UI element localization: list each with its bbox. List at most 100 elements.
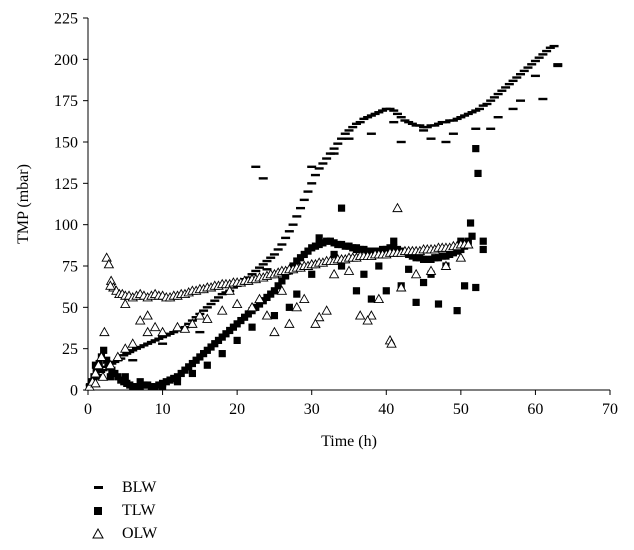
point-olw — [276, 285, 288, 295]
legend-item-olw: OLW — [92, 522, 157, 545]
point-blw — [493, 116, 503, 119]
point-tlw — [278, 277, 286, 285]
point-tlw — [211, 340, 219, 348]
point-tlw — [419, 278, 428, 287]
point-tlw — [192, 356, 200, 364]
point-blw — [303, 190, 313, 193]
point-tlw — [337, 204, 346, 212]
point-olw — [105, 359, 116, 370]
y-tick-label: 100 — [54, 217, 78, 234]
point-blw — [273, 248, 283, 251]
point-tlw — [244, 310, 252, 318]
point-blw — [266, 256, 276, 259]
point-blw — [128, 349, 138, 352]
point-olw — [455, 252, 467, 262]
point-tlw — [203, 361, 211, 369]
point-blw — [512, 76, 522, 79]
point-blw — [150, 339, 160, 342]
point-blw — [131, 347, 141, 350]
legend-label-blw: BLW — [122, 478, 157, 496]
point-blw — [452, 117, 462, 121]
point-blw — [489, 96, 499, 99]
point-blw — [217, 292, 227, 296]
point-olw — [362, 315, 373, 325]
point-tlw — [434, 300, 443, 308]
point-tlw — [360, 245, 368, 254]
point-tlw — [382, 287, 390, 295]
x-tick-label: 10 — [155, 401, 171, 418]
point-tlw — [136, 383, 144, 391]
point-blw — [422, 125, 432, 129]
point-tlw — [270, 287, 279, 295]
point-olw — [120, 298, 131, 308]
point-blw — [463, 112, 473, 116]
point-olw — [216, 305, 228, 315]
point-olw — [134, 315, 146, 325]
x-tick-label: 20 — [229, 401, 245, 418]
point-olw — [194, 310, 206, 320]
point-tlw — [166, 376, 174, 384]
point-blw — [258, 177, 268, 180]
point-blw — [110, 360, 120, 364]
point-tlw — [466, 219, 475, 227]
point-blw — [419, 129, 429, 132]
point-blw — [389, 109, 399, 112]
point-tlw — [282, 272, 290, 280]
point-blw — [251, 165, 261, 168]
point-olw — [149, 321, 161, 332]
point-blw — [307, 182, 317, 185]
point-blw — [122, 352, 132, 355]
point-tlw — [241, 313, 249, 321]
point-blw — [516, 73, 526, 76]
point-tlw — [442, 252, 450, 260]
point-tlw — [237, 316, 245, 325]
point-blw — [374, 111, 384, 114]
point-tlw — [285, 303, 293, 311]
point-blw — [284, 230, 294, 233]
legend-label-tlw: TLW — [122, 501, 156, 519]
point-blw — [355, 120, 365, 124]
point-blw — [441, 140, 451, 144]
point-olw — [97, 371, 109, 381]
point-olw — [254, 293, 265, 304]
y-tick-label: 125 — [54, 176, 78, 193]
point-blw — [202, 306, 212, 309]
point-tlw — [431, 254, 439, 262]
point-blw — [269, 253, 279, 256]
point-blw — [344, 137, 354, 140]
point-blw — [486, 99, 496, 102]
point-blw — [348, 125, 358, 129]
point-olw — [101, 252, 112, 262]
point-blw — [318, 162, 328, 165]
point-blw — [497, 89, 507, 92]
point-olw — [269, 326, 280, 337]
point-blw — [415, 124, 425, 127]
point-olw — [172, 321, 183, 332]
point-tlw — [412, 298, 420, 306]
legend-item-blw: BLW — [92, 476, 157, 499]
point-blw — [255, 266, 265, 269]
point-blw — [426, 137, 436, 140]
point-tlw — [479, 245, 487, 254]
point-blw — [344, 129, 354, 132]
point-tlw — [352, 245, 361, 254]
point-tlw — [181, 366, 189, 374]
point-tlw — [173, 373, 182, 381]
point-blw — [310, 173, 320, 177]
point-tlw — [438, 252, 446, 260]
point-blw — [553, 64, 563, 68]
point-olw — [298, 293, 310, 304]
point-tlw — [337, 240, 346, 249]
point-blw — [251, 269, 261, 273]
point-blw — [307, 165, 317, 168]
point-blw — [262, 259, 272, 263]
point-blw — [433, 122, 443, 126]
dash-marker-icon — [92, 486, 122, 489]
point-tlw — [326, 237, 334, 245]
point-olw — [112, 351, 124, 361]
legend-label-olw: OLW — [122, 524, 158, 542]
point-blw — [478, 104, 488, 107]
point-tlw — [308, 270, 316, 278]
point-blw — [396, 116, 406, 119]
point-blw — [329, 152, 339, 155]
